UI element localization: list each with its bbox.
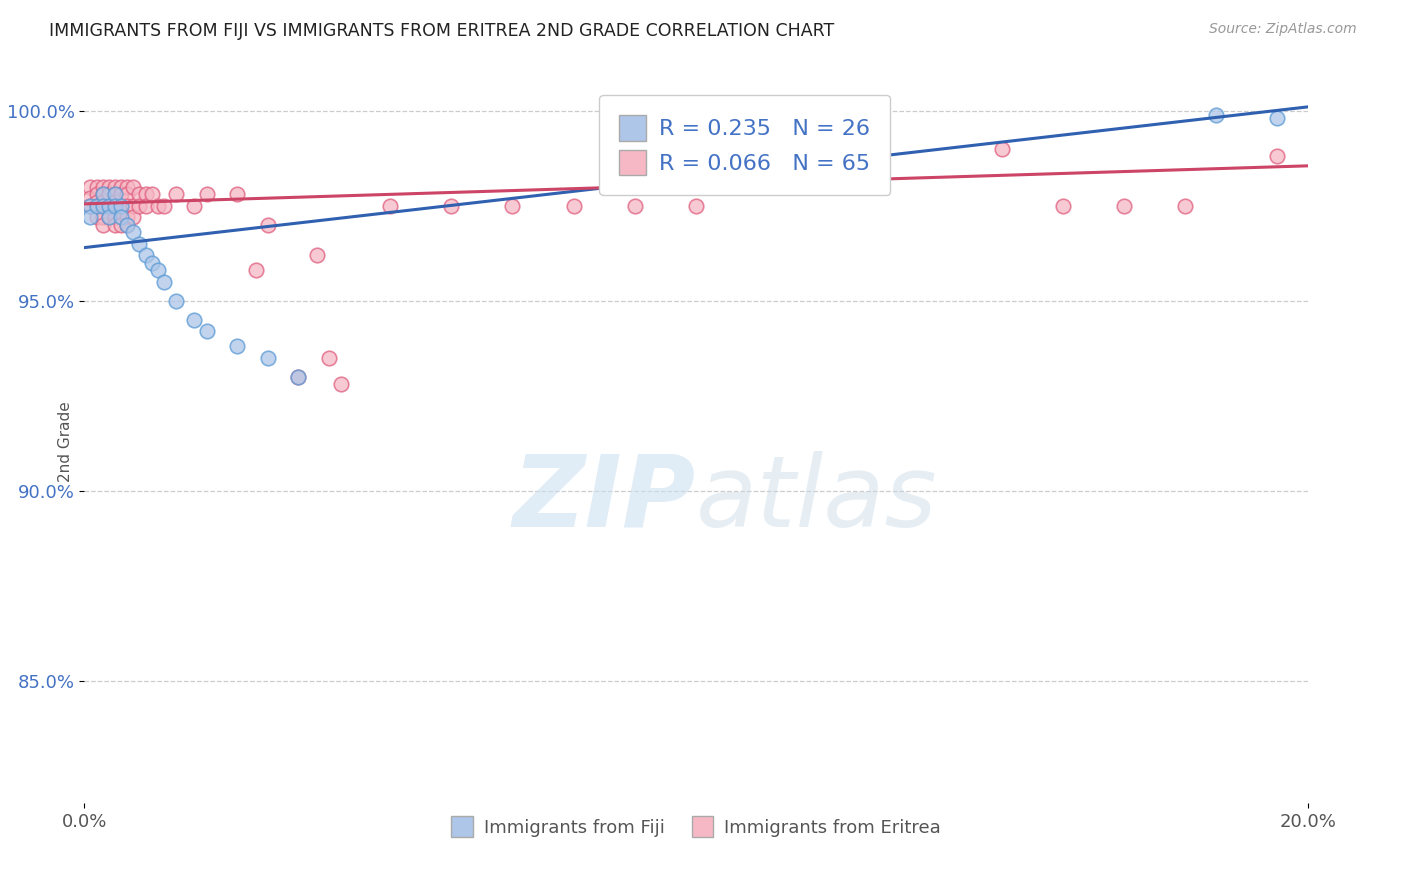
Point xyxy=(305,248,328,262)
Y-axis label: 2nd Grade: 2nd Grade xyxy=(58,401,73,482)
Point xyxy=(146,263,169,277)
Point xyxy=(86,199,108,213)
Point xyxy=(1205,107,1227,121)
Point xyxy=(86,194,108,209)
Point xyxy=(153,275,176,289)
Point xyxy=(110,218,132,232)
Point xyxy=(110,210,132,224)
Text: IMMIGRANTS FROM FIJI VS IMMIGRANTS FROM ERITREA 2ND GRADE CORRELATION CHART: IMMIGRANTS FROM FIJI VS IMMIGRANTS FROM … xyxy=(49,22,834,40)
Point xyxy=(257,351,280,365)
Point xyxy=(91,199,114,213)
Point xyxy=(115,218,138,232)
Point xyxy=(97,210,120,224)
Point xyxy=(97,187,120,202)
Point xyxy=(91,194,114,209)
Point xyxy=(91,179,114,194)
Point xyxy=(502,199,524,213)
Point xyxy=(91,199,114,213)
Point xyxy=(104,187,127,202)
Point xyxy=(91,210,114,224)
Point xyxy=(135,248,157,262)
Point xyxy=(104,199,127,213)
Point xyxy=(79,199,101,213)
Point xyxy=(91,187,114,202)
Point xyxy=(97,199,120,213)
Point xyxy=(1114,199,1136,213)
Point xyxy=(128,199,150,213)
Point xyxy=(104,210,127,224)
Point xyxy=(287,370,309,384)
Point xyxy=(115,199,138,213)
Point xyxy=(79,179,101,194)
Point xyxy=(86,199,108,213)
Point xyxy=(110,179,132,194)
Point xyxy=(79,191,101,205)
Point xyxy=(104,218,127,232)
Point xyxy=(330,377,353,392)
Point xyxy=(1265,112,1288,126)
Point xyxy=(128,187,150,202)
Point xyxy=(245,263,267,277)
Point xyxy=(97,179,120,194)
Point xyxy=(183,199,205,213)
Point xyxy=(110,199,132,213)
Point xyxy=(195,324,218,338)
Point xyxy=(1265,149,1288,163)
Point xyxy=(624,199,647,213)
Point xyxy=(104,187,127,202)
Point xyxy=(440,199,463,213)
Point xyxy=(380,199,402,213)
Point xyxy=(79,199,101,213)
Point xyxy=(1052,199,1074,213)
Point xyxy=(110,187,132,202)
Point xyxy=(287,370,309,384)
Point xyxy=(122,199,145,213)
Point xyxy=(135,199,157,213)
Point xyxy=(104,194,127,209)
Point xyxy=(104,179,127,194)
Point xyxy=(165,187,187,202)
Point xyxy=(562,199,585,213)
Point xyxy=(183,313,205,327)
Point xyxy=(97,210,120,224)
Point xyxy=(122,226,145,240)
Legend: Immigrants from Fiji, Immigrants from Eritrea: Immigrants from Fiji, Immigrants from Er… xyxy=(444,809,948,845)
Point xyxy=(141,187,163,202)
Point xyxy=(79,210,101,224)
Point xyxy=(226,187,249,202)
Point xyxy=(122,179,145,194)
Point xyxy=(146,199,169,213)
Point xyxy=(141,256,163,270)
Point xyxy=(97,199,120,213)
Point xyxy=(685,199,707,213)
Point xyxy=(153,199,176,213)
Point xyxy=(91,218,114,232)
Point xyxy=(115,218,138,232)
Point xyxy=(115,210,138,224)
Point xyxy=(1174,199,1197,213)
Point xyxy=(226,339,249,353)
Point xyxy=(91,187,114,202)
Text: Source: ZipAtlas.com: Source: ZipAtlas.com xyxy=(1209,22,1357,37)
Point xyxy=(110,210,132,224)
Point xyxy=(86,187,108,202)
Point xyxy=(122,210,145,224)
Point xyxy=(135,187,157,202)
Point xyxy=(115,179,138,194)
Point xyxy=(110,199,132,213)
Point xyxy=(257,218,280,232)
Point xyxy=(318,351,340,365)
Point xyxy=(115,187,138,202)
Point xyxy=(195,187,218,202)
Text: atlas: atlas xyxy=(696,450,938,548)
Text: ZIP: ZIP xyxy=(513,450,696,548)
Point xyxy=(104,199,127,213)
Point xyxy=(86,179,108,194)
Point xyxy=(991,142,1014,156)
Point xyxy=(165,293,187,308)
Point xyxy=(86,210,108,224)
Point xyxy=(128,236,150,251)
